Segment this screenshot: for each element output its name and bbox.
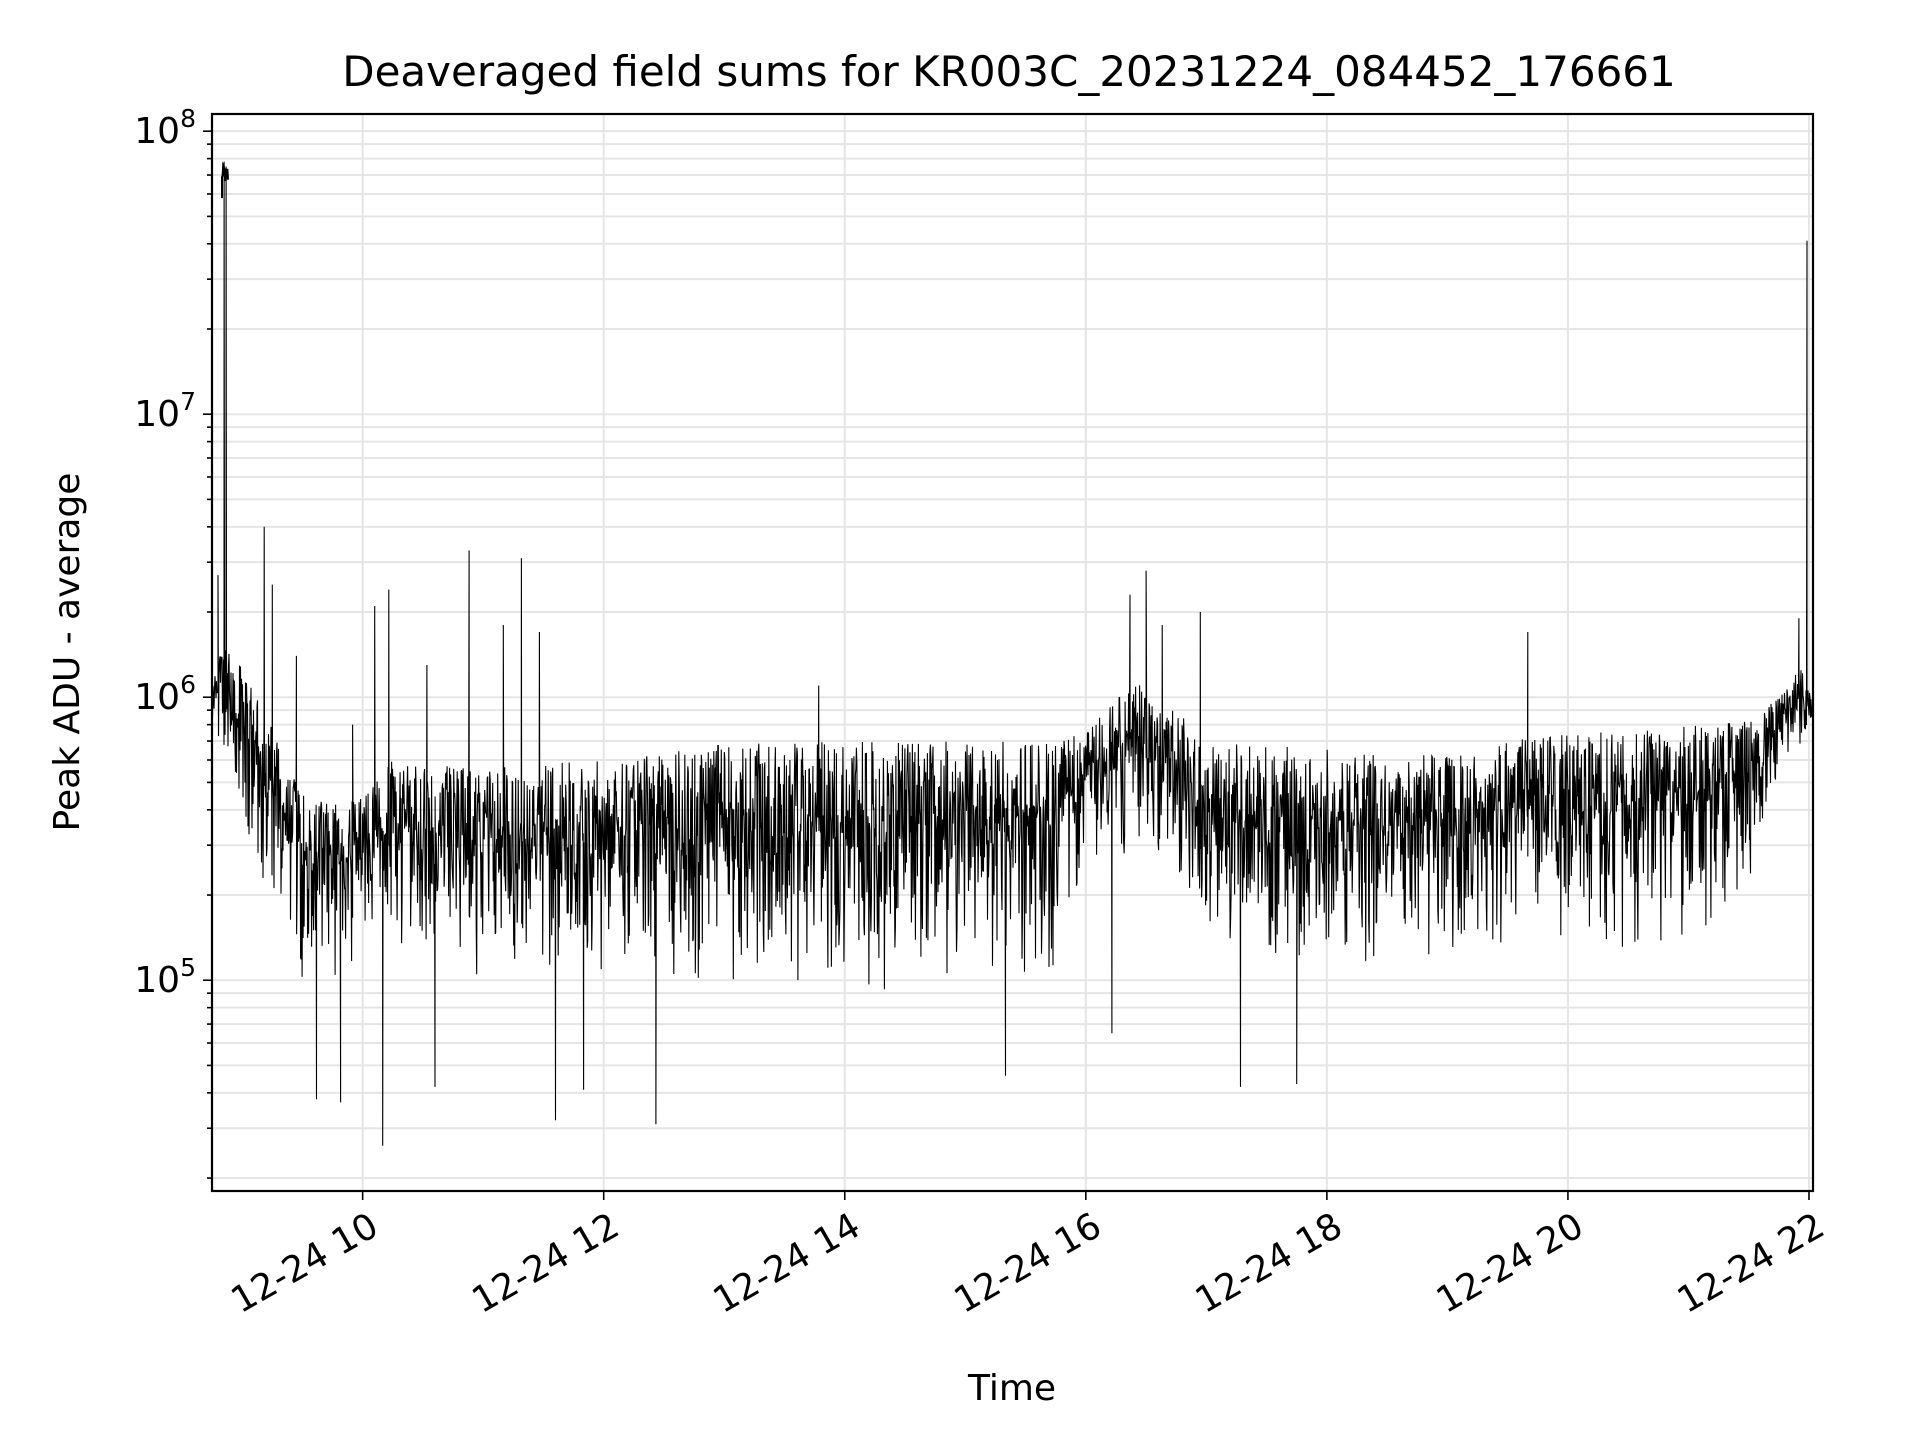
y-tick-label: 106	[134, 670, 196, 718]
y-axis-label: Peak ADU - average	[47, 473, 88, 832]
y-tick-label: 105	[134, 953, 196, 1001]
series-line	[211, 161, 1814, 1146]
y-tick-label: 107	[134, 387, 196, 435]
series-plateau	[221, 161, 229, 199]
plot-frame	[210, 112, 1815, 1193]
y-axis-ticks: 105 106 107 108	[134, 104, 212, 1179]
x-axis-label: Time	[967, 1368, 1056, 1409]
y-tick-label: 108	[134, 104, 196, 152]
chart-title: Deaveraged field sums for KR003C_2023122…	[342, 47, 1676, 96]
data-series	[211, 161, 1814, 1146]
